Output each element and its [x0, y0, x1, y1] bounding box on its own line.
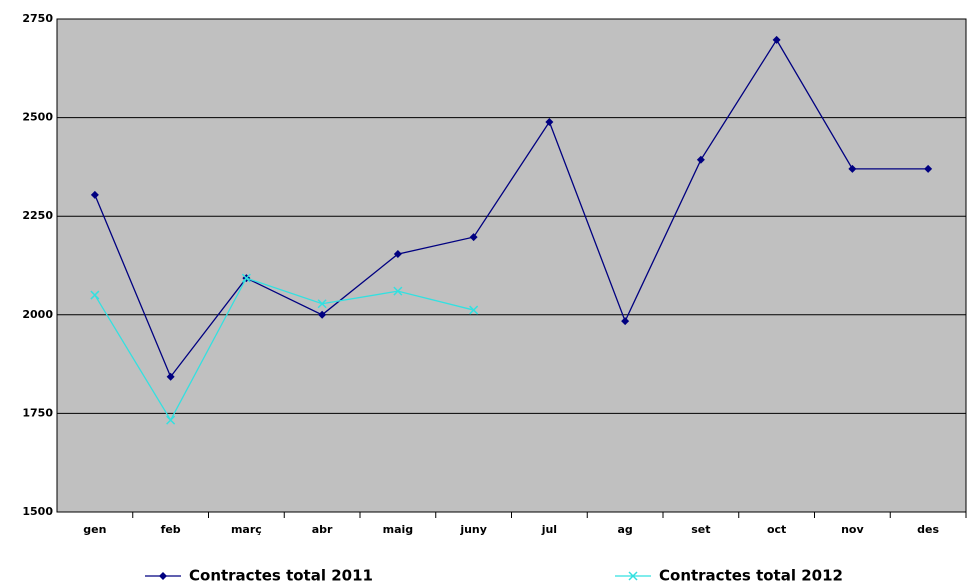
x-tick-label: maig [383, 523, 414, 536]
data-point [848, 164, 857, 173]
x-tick-label: ag [617, 523, 632, 536]
data-point [90, 290, 100, 300]
data-point [166, 415, 176, 425]
data-point [317, 299, 327, 309]
data-point [90, 190, 99, 199]
legend-label: Contractes total 2011 [189, 567, 373, 584]
plot-area [57, 19, 966, 512]
x-tick-label: oct [767, 523, 786, 536]
y-tick-label: 1500 [22, 505, 53, 518]
x-tick-label: abr [312, 523, 333, 536]
data-point [318, 310, 327, 319]
x-tick-label: nov [841, 523, 864, 536]
y-tick-label: 2500 [22, 111, 53, 124]
y-tick-label: 1750 [22, 406, 53, 419]
y-tick-label: 2750 [22, 12, 53, 25]
x-tick-label: feb [161, 523, 181, 536]
data-point [924, 164, 933, 173]
data-point [545, 117, 554, 126]
data-point [393, 250, 402, 259]
x-tick-label: set [691, 523, 710, 536]
data-point [621, 317, 630, 326]
data-point [241, 273, 251, 283]
series-line [94, 277, 474, 422]
legend-marker [628, 571, 638, 581]
legend-marker [159, 572, 167, 580]
x-tick-label: juny [459, 523, 487, 536]
data-point [469, 233, 478, 242]
data-point [166, 372, 175, 381]
x-tick-label: gen [83, 523, 106, 536]
x-tick-label: març [231, 523, 262, 536]
data-point [469, 305, 479, 315]
series-line [94, 38, 929, 379]
x-tick-label: jul [541, 523, 557, 536]
data-point [696, 155, 705, 164]
y-tick-label: 2250 [22, 209, 53, 222]
x-tick-label: des [917, 523, 939, 536]
y-tick-label: 2000 [22, 308, 53, 321]
data-point [772, 35, 781, 44]
legend-label: Contractes total 2012 [659, 567, 843, 584]
legend: Contractes total 2011 Contractes total 20… [145, 567, 843, 584]
data-point [393, 286, 403, 296]
